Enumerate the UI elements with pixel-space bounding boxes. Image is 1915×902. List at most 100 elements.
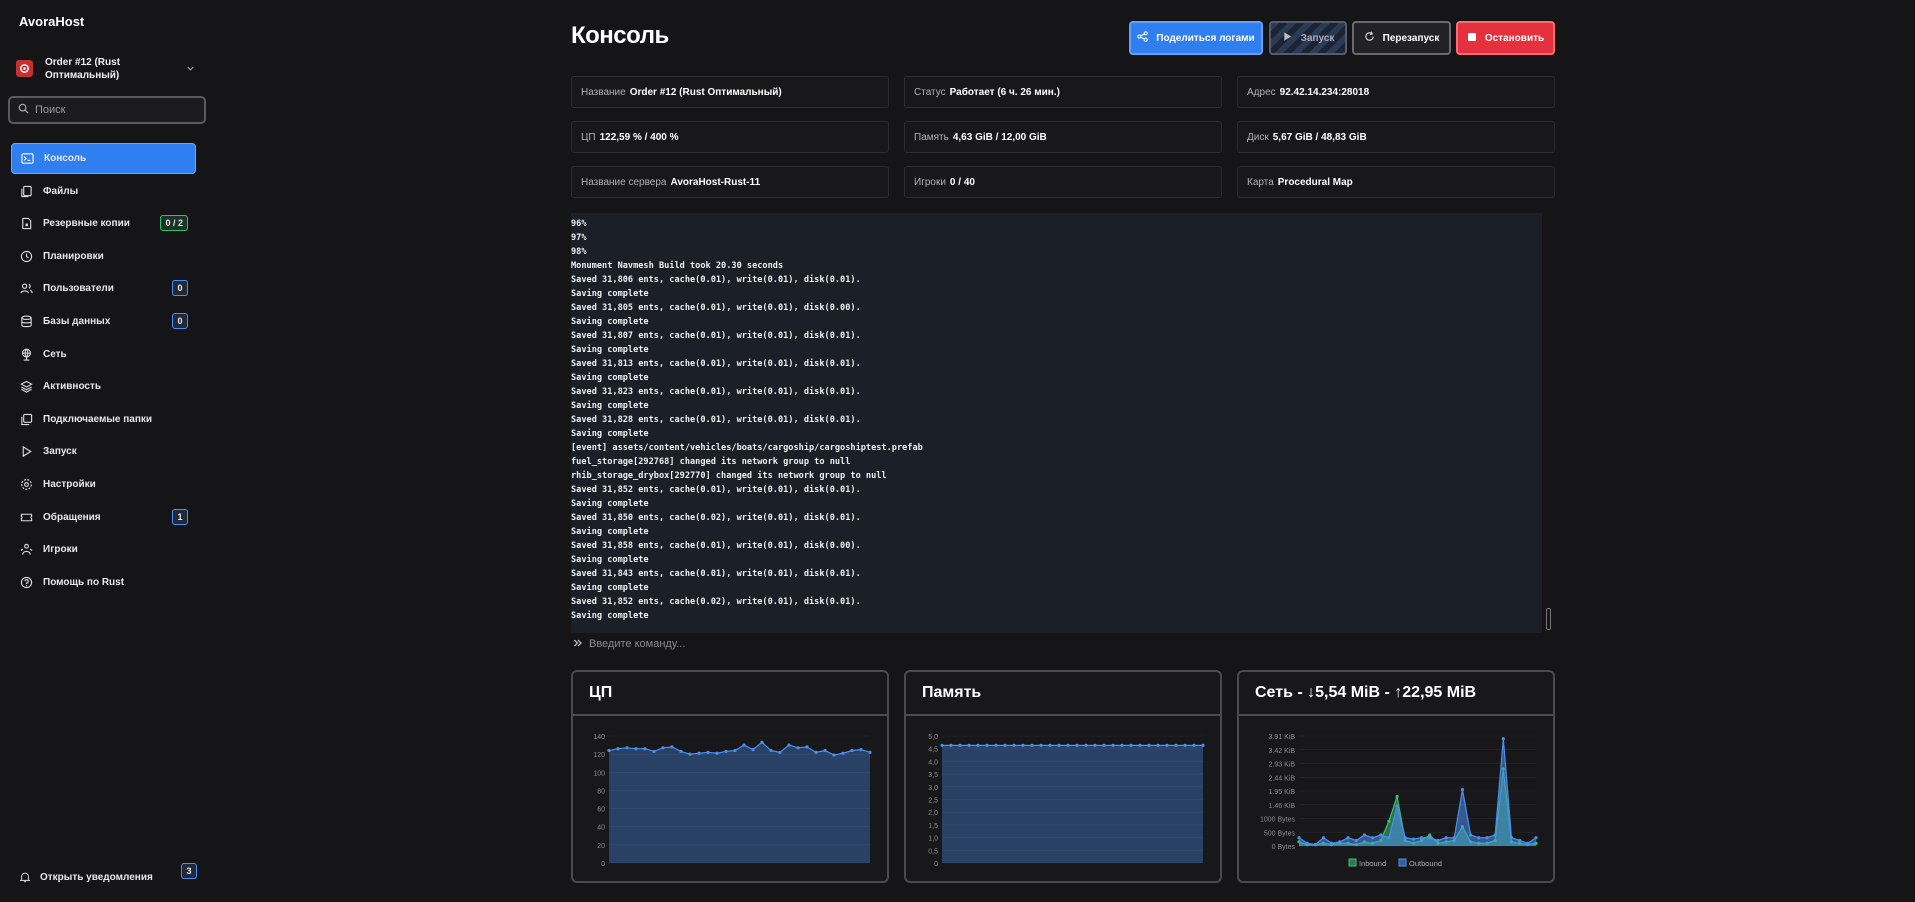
data-point <box>706 750 710 754</box>
bell-icon <box>19 871 31 883</box>
data-point <box>1057 743 1061 747</box>
data-point <box>967 743 971 747</box>
data-point <box>994 743 998 747</box>
info-value: 5,67 GiB / 48,83 GiB <box>1272 131 1367 143</box>
data-point <box>1165 743 1169 747</box>
cpu-chart-card: ЦП 0 20 40 60 80 100 120 140 <box>571 670 889 883</box>
sidebar-item-startup[interactable]: Запуск <box>11 436 196 467</box>
console-line: Saving complete <box>571 527 649 537</box>
sidebar-item-label: Файлы <box>43 185 79 197</box>
info-label: Название <box>581 86 626 98</box>
legend-swatch <box>1398 858 1407 867</box>
console-output[interactable]: 96% 97% 98% Monument Navmesh Build took 20.… <box>571 213 1542 633</box>
sidebar-item-players[interactable]: Игроки <box>11 534 196 565</box>
server-selector[interactable]: Order #12 (Rust Оптимальный) <box>16 56 196 84</box>
share-logs-button[interactable]: Поделиться логами <box>1129 21 1263 55</box>
info-cpu: ЦП 122,59 % / 400 % <box>571 121 889 153</box>
sidebar-item-tickets[interactable]: Обращения 1 <box>11 502 196 533</box>
legend-label: Inbound <box>1359 859 1386 868</box>
restart-button[interactable]: Перезапуск <box>1352 21 1451 55</box>
info-name: Название Order #12 (Rust Оптимальный) <box>571 76 889 108</box>
data-point <box>1039 743 1043 747</box>
data-point <box>868 750 872 754</box>
sidebar-item-label: Планировки <box>43 250 104 262</box>
data-point <box>985 743 989 747</box>
data-point <box>787 743 791 747</box>
data-point <box>724 749 728 754</box>
data-point <box>1075 743 1079 747</box>
data-point <box>1354 838 1358 843</box>
sidebar-item-settings[interactable]: Настройки <box>11 469 196 500</box>
info-value[interactable]: 92.42.14.234:28018 <box>1279 86 1370 98</box>
data-point <box>1395 804 1399 808</box>
sidebar-item-console[interactable]: Консоль <box>11 143 196 174</box>
y-tick-label: 1,0 <box>928 836 938 843</box>
data-point <box>1444 836 1448 840</box>
search-box[interactable] <box>8 96 206 124</box>
y-tick-label: 1.46 KiB <box>1269 803 1296 810</box>
stop-label: Остановить <box>1484 32 1545 44</box>
sidebar-item-help[interactable]: Помощь по Rust <box>11 567 196 598</box>
sidebar-item-schedules[interactable]: Планировки <box>11 241 196 272</box>
info-value: Order #12 (Rust Оптимальный) <box>629 86 782 98</box>
console-scrollbar[interactable] <box>1546 608 1551 630</box>
start-label: Запуск <box>1300 32 1335 44</box>
data-point <box>1428 836 1432 840</box>
data-point <box>607 748 611 753</box>
console-line: Monument Navmesh Build took 20.30 second… <box>571 261 784 271</box>
network-icon <box>19 347 33 361</box>
console-line: [event] assets/content/vehicles/boats/ca… <box>571 443 923 453</box>
stop-button[interactable]: Остановить <box>1456 21 1555 55</box>
series-area <box>942 745 1203 863</box>
sidebar-item-mounts[interactable]: Подключаемые папки <box>11 404 196 435</box>
console-lines: 96% 97% 98% Monument Navmesh Build took 20.… <box>571 213 1542 623</box>
search-input[interactable] <box>35 104 195 116</box>
data-point <box>1395 794 1399 799</box>
help-icon <box>19 575 33 589</box>
sidebar-item-backups[interactable]: Резервные копии 0 / 2 <box>11 208 196 239</box>
sidebar-item-files[interactable]: Файлы <box>11 176 196 207</box>
play-icon <box>19 445 33 459</box>
console-line: Saved 31,807 ents, cache(0.01), write(0.… <box>571 331 861 341</box>
sidebar-item-network[interactable]: Сеть <box>11 339 196 370</box>
data-point <box>850 748 854 753</box>
sidebar-item-activity[interactable]: Активность <box>11 371 196 402</box>
data-point <box>1436 838 1440 843</box>
info-disk: Диск 5,67 GiB / 48,83 GiB <box>1237 121 1555 153</box>
sidebar-item-databases[interactable]: Базы данных 0 <box>11 306 196 337</box>
info-value: Работает (6 ч. 26 мин.) <box>949 86 1060 98</box>
sidebar-item-users[interactable]: Пользователи 0 <box>11 273 196 304</box>
y-tick-label: 0 <box>934 861 938 868</box>
data-point <box>976 743 980 747</box>
layers-icon <box>19 380 33 394</box>
console-line: Saving complete <box>571 401 649 411</box>
data-point <box>1452 836 1456 840</box>
brand-logo[interactable]: AvoraHost <box>19 14 85 29</box>
command-input[interactable] <box>589 638 989 650</box>
console-line: Saved 31,828 ents, cache(0.01), write(0.… <box>571 415 861 425</box>
info-label: Карта <box>1247 176 1274 188</box>
sidebar: AvoraHost Order #12 (Rust Оптимальный) К… <box>0 0 206 902</box>
share-logs-label: Поделиться логами <box>1156 32 1255 44</box>
data-point <box>652 749 656 754</box>
notifications-count-badge: 3 <box>181 863 197 879</box>
info-label: Игроки <box>914 176 946 188</box>
start-button[interactable]: Запуск <box>1269 21 1347 55</box>
sidebar-item-label: Обращения <box>43 511 101 523</box>
y-tick-label: 2,0 <box>928 810 938 817</box>
data-point <box>1321 836 1326 840</box>
info-map: Карта Procedural Map <box>1237 166 1555 198</box>
info-label: Статус <box>914 86 946 98</box>
y-tick-label: 2.44 KiB <box>1269 775 1296 782</box>
info-label: Название сервера <box>581 176 667 188</box>
y-tick-label: 0 Bytes <box>1272 844 1296 851</box>
clock-icon <box>19 249 33 263</box>
open-notifications-button[interactable]: Открыть уведомления 3 <box>19 863 197 883</box>
stop-icon <box>1467 32 1477 45</box>
sidebar-item-label: Базы данных <box>43 315 111 327</box>
data-point <box>733 748 737 753</box>
command-bar[interactable] <box>573 634 989 654</box>
series-area <box>1299 738 1536 846</box>
data-point <box>661 746 665 750</box>
console-line: Saving complete <box>571 373 649 383</box>
